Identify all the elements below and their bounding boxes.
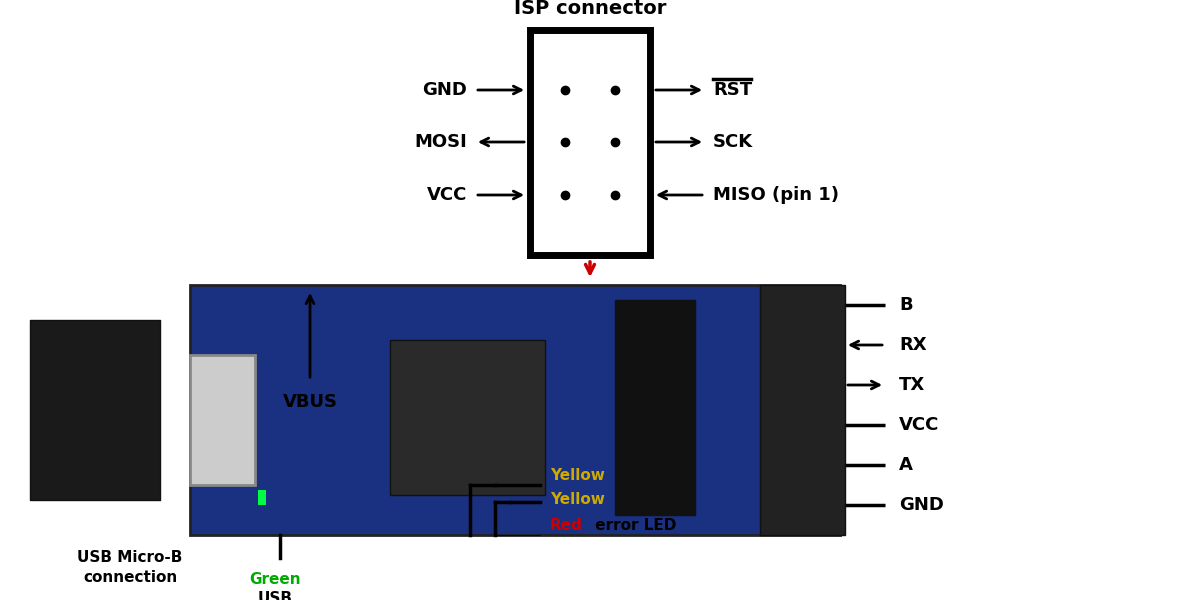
Text: Green: Green — [250, 572, 301, 587]
Text: Yellow: Yellow — [550, 493, 605, 508]
Text: RST: RST — [713, 81, 752, 99]
Text: B: B — [899, 296, 913, 314]
Text: Red: Red — [550, 517, 583, 533]
Text: TX: TX — [899, 376, 925, 394]
Text: LED 2: LED 2 — [622, 467, 676, 482]
Text: SCK: SCK — [713, 133, 754, 151]
Bar — [258, 490, 266, 505]
Text: VCC: VCC — [899, 416, 940, 434]
Text: USB
status LED: USB status LED — [229, 591, 320, 600]
Text: GND: GND — [422, 81, 467, 99]
Bar — [190, 285, 840, 535]
Text: VCC: VCC — [427, 186, 467, 204]
Text: MISO (pin 1): MISO (pin 1) — [713, 186, 839, 204]
Bar — [30, 320, 160, 500]
Text: MOSI: MOSI — [414, 133, 467, 151]
Bar — [760, 285, 845, 535]
Text: A: A — [899, 456, 913, 474]
Bar — [190, 355, 256, 485]
Bar — [530, 30, 650, 255]
Text: LED 1: LED 1 — [622, 493, 676, 508]
Text: error LED: error LED — [590, 517, 677, 533]
Text: Yellow: Yellow — [550, 467, 605, 482]
Bar — [616, 300, 695, 515]
Text: ISP connector: ISP connector — [514, 0, 666, 18]
Text: VBUS: VBUS — [282, 393, 337, 411]
Text: USB Micro-B
connection: USB Micro-B connection — [77, 550, 182, 585]
Text: RX: RX — [899, 336, 926, 354]
Text: GND: GND — [899, 496, 944, 514]
Bar — [390, 340, 545, 495]
